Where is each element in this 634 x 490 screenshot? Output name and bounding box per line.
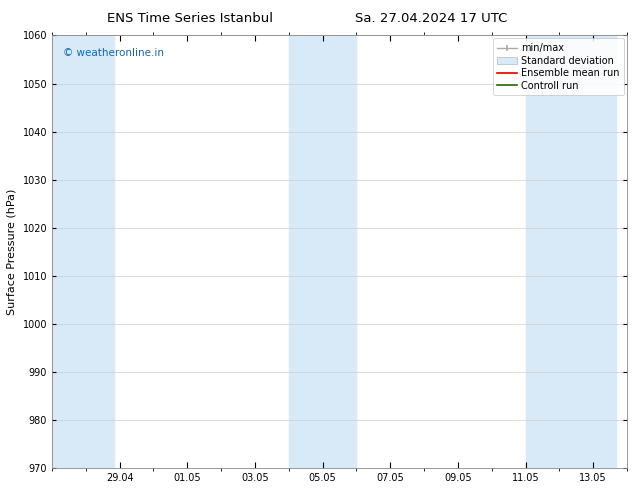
Y-axis label: Surface Pressure (hPa): Surface Pressure (hPa) — [7, 189, 17, 315]
Bar — [52, 35, 114, 468]
Bar — [288, 35, 356, 468]
Text: © weatheronline.in: © weatheronline.in — [63, 49, 164, 58]
Text: ENS Time Series Istanbul: ENS Time Series Istanbul — [107, 12, 273, 25]
Text: Sa. 27.04.2024 17 UTC: Sa. 27.04.2024 17 UTC — [355, 12, 507, 25]
Bar — [526, 35, 616, 468]
Legend: min/max, Standard deviation, Ensemble mean run, Controll run: min/max, Standard deviation, Ensemble me… — [493, 38, 624, 96]
